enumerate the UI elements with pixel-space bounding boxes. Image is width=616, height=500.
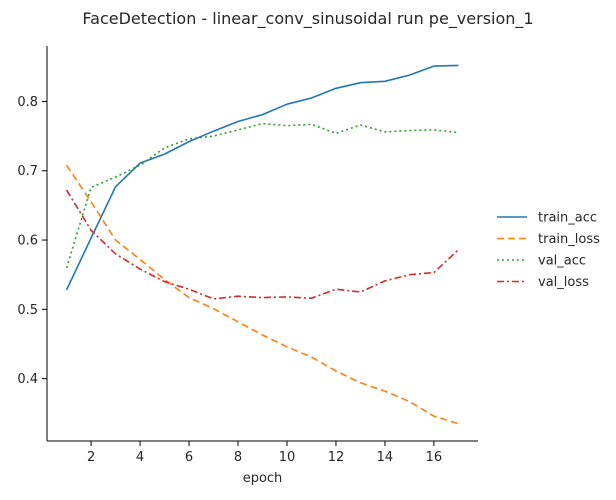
y-tick-label: 0.8	[17, 95, 38, 110]
series-line-val-acc	[65, 122, 459, 269]
x-tick-label: 12	[328, 450, 345, 465]
x-tick-label: 6	[185, 450, 193, 465]
y-axis: 0.4 0.5 0.6 0.7 0.8	[17, 46, 48, 441]
legend-label-train-acc: train_acc	[538, 211, 597, 226]
x-tick-label: 4	[136, 450, 144, 465]
x-axis: 2 4 6 8 10 12 14 16	[47, 440, 478, 465]
y-tick-label: 0.6	[17, 234, 38, 249]
legend-label-val-loss: val_loss	[538, 275, 589, 290]
series-line-train-loss	[65, 164, 459, 425]
legend-label-train-loss: train_loss	[538, 232, 600, 247]
chart-title: FaceDetection - linear_conv_sinusoidal r…	[82, 9, 533, 29]
x-tick-label: 8	[234, 450, 242, 465]
y-tick-label: 0.5	[17, 303, 38, 318]
x-tick-label: 10	[279, 450, 296, 465]
x-tick-label: 16	[426, 450, 443, 465]
series-line-val-loss	[65, 189, 459, 300]
x-axis-title: epoch	[243, 471, 283, 486]
y-tick-label: 0.7	[17, 164, 38, 179]
plot-area	[65, 64, 459, 425]
series-line-train-acc	[65, 64, 459, 291]
x-tick-label: 14	[377, 450, 394, 465]
y-tick-label: 0.4	[17, 372, 38, 387]
x-tick-label: 2	[87, 450, 95, 465]
legend: train_acc train_loss val_acc val_loss	[497, 211, 600, 290]
legend-label-val-acc: val_acc	[538, 254, 586, 269]
